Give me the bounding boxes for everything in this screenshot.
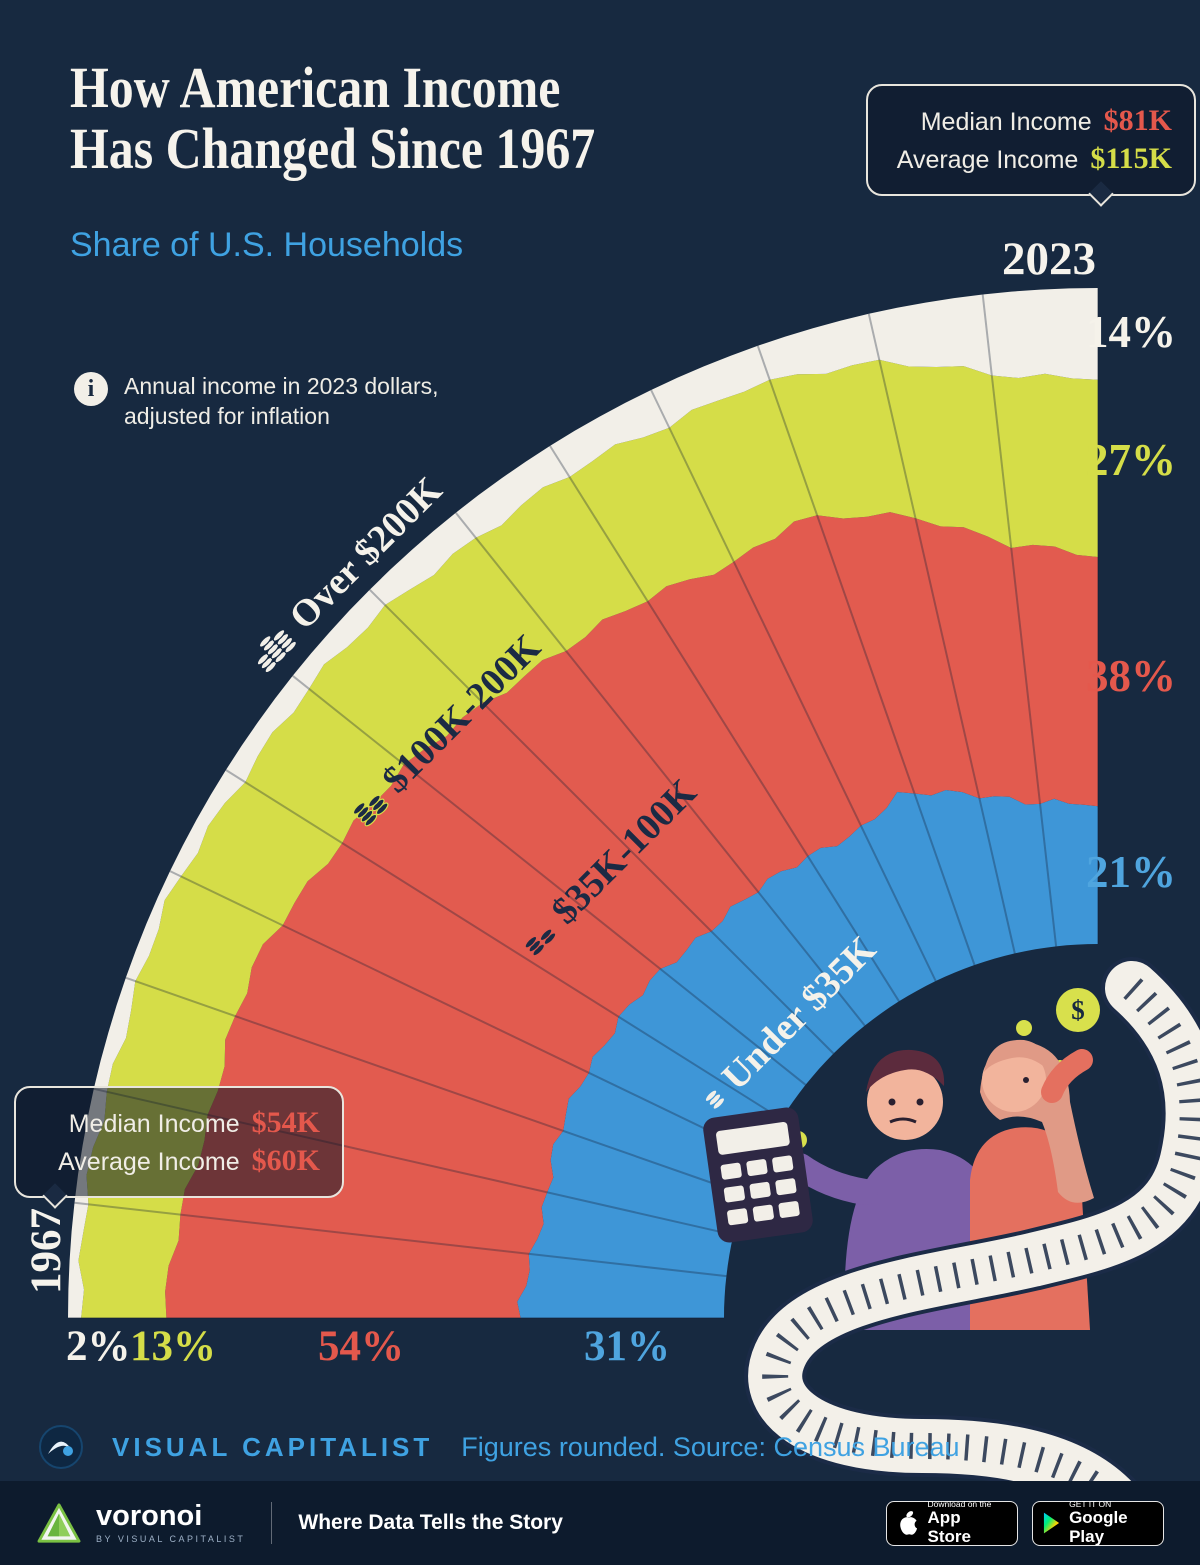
average-income-value-2023: $115K (1090, 142, 1172, 175)
tagline: Where Data Tells the Story (298, 1511, 563, 1534)
pct-2023-100k-200k: 27% (1086, 435, 1176, 485)
pct-2023-35k-100k: 38% (1086, 651, 1176, 701)
pct-2023-over-200k: 14% (1086, 307, 1176, 357)
inflation-note: i Annual income in 2023 dollars, adjuste… (74, 372, 439, 432)
band-label-35k-100k: $35K-100K (510, 770, 705, 965)
page-subtitle: Share of U.S. Households (70, 226, 464, 264)
page-title: How American Income Has Changed Since 19… (70, 55, 596, 181)
coins-icon (704, 1089, 726, 1110)
source-note: Figures rounded. Source: Census Bureau (461, 1431, 960, 1462)
band-label-over-200k: Over $200K (240, 468, 451, 679)
coins-icon (352, 794, 389, 827)
inflation-note-text: Annual income in 2023 dollars, adjusted … (124, 373, 439, 429)
people-receipt-illustration: $ (703, 957, 1200, 1500)
average-income-label: Average Income (58, 1148, 240, 1176)
calculator-icon (703, 1107, 813, 1243)
median-income-value-1967: $54K (251, 1106, 320, 1139)
info-icon: i (74, 372, 108, 406)
divider (271, 1502, 273, 1544)
average-income-label: Average Income (896, 146, 1079, 174)
pct-2023-under-35k: 21% (1086, 847, 1176, 897)
band-label-under-35k: Under $35K (692, 928, 885, 1121)
title-line-2: Has Changed Since 1967 (70, 115, 596, 181)
visual-capitalist-brand: VISUAL CAPITALIST (112, 1431, 434, 1462)
coins-icon (256, 629, 297, 674)
median-income-label: Median Income (68, 1110, 240, 1138)
median-income-value-2023: $81K (1103, 104, 1172, 137)
pct-1967-over-200k: 2% (66, 1323, 131, 1370)
band-label-100k-200k: $100K-200K (341, 626, 549, 834)
footer: VISUAL CAPITALIST Figures rounded. Sourc… (38, 1424, 960, 1470)
coins-icon (524, 928, 557, 957)
google-play-icon (1043, 1512, 1060, 1534)
google-play-badge[interactable]: GET IT ON Google Play (1032, 1499, 1164, 1546)
visual-capitalist-logo-icon (39, 1425, 83, 1469)
voronoi-logo-icon (37, 1503, 81, 1543)
pct-1967-under-35k: 31% (584, 1323, 670, 1370)
apple-icon (900, 1511, 918, 1535)
voronoi-bar: voronoi BY VISUAL CAPITALIST Where Data … (0, 1481, 1200, 1565)
accent-dot (1016, 1020, 1032, 1036)
pct-1967-35k-100k: 54% (318, 1323, 404, 1370)
app-store-badge[interactable]: Download on the App Store (886, 1499, 1018, 1546)
voronoi-brand: voronoi BY VISUAL CAPITALIST (96, 1500, 246, 1545)
axis-label-2023: 2023 (1002, 233, 1096, 285)
axis-label-1967: 1967 (23, 1208, 70, 1294)
title-line-1: How American Income (70, 55, 561, 120)
pct-1967-100k-200k: 13% (130, 1323, 216, 1370)
receipt-ribbon (744, 957, 1200, 1500)
dollar-coin-icon (1056, 988, 1100, 1032)
dollar-sign: $ (1071, 995, 1085, 1025)
median-income-label: Median Income (920, 108, 1092, 136)
callout-2023: Median Income $81K Average Income $115K (866, 84, 1196, 196)
callout-1967: Median Income $54K Average Income $60K (14, 1086, 344, 1198)
average-income-value-1967: $60K (251, 1144, 320, 1177)
